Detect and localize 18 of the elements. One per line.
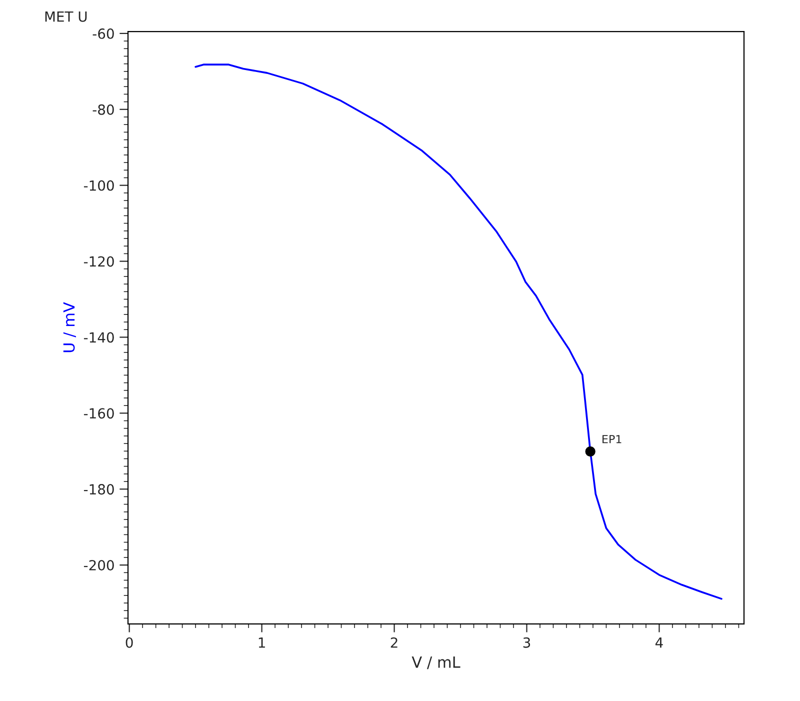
- y-tick-label: -120: [84, 256, 114, 267]
- y-tick-label: -160: [84, 408, 114, 419]
- y-tick-label: -60: [92, 28, 114, 39]
- line-series: [194, 64, 722, 600]
- x-axis-title: V / mL: [412, 656, 460, 670]
- x-tick-label: 3: [523, 637, 530, 648]
- annotation: EP1: [602, 435, 622, 444]
- y-tick-label: -140: [84, 332, 114, 343]
- x-tick-label: 2: [390, 637, 398, 648]
- y-tick-label: -180: [84, 484, 114, 495]
- x-tick-label: 0: [126, 637, 133, 648]
- y-tick-label: -100: [84, 180, 114, 191]
- chart-title: MET U: [45, 12, 87, 22]
- y-tick-label: -200: [84, 560, 114, 571]
- y-axis-title: U / mV: [63, 302, 76, 352]
- x-tick-label: 4: [655, 638, 663, 648]
- y-tick-label: -80: [92, 104, 114, 115]
- x-tick-label: 1: [258, 638, 265, 648]
